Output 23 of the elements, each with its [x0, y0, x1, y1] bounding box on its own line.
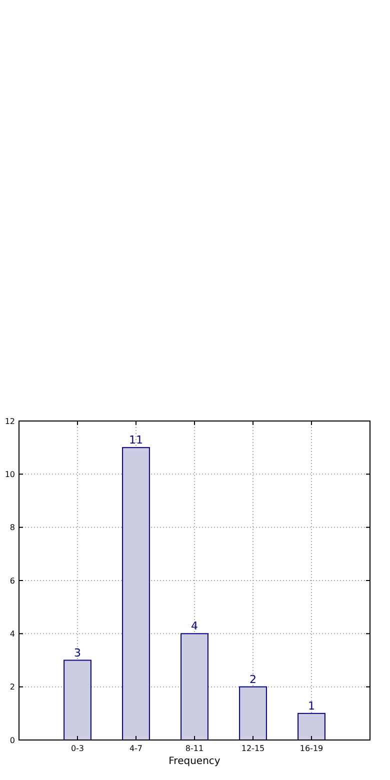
y-tick-label: 6: [10, 576, 15, 586]
data-label: 1: [308, 699, 315, 712]
x-tick-label: 0-3: [70, 744, 84, 753]
bar: [298, 712, 326, 740]
bar: [64, 660, 92, 740]
x-tick-label: 4-7: [129, 744, 143, 753]
bar: [239, 686, 267, 740]
bar: [122, 447, 150, 740]
x-tick-label: 12-15: [241, 744, 265, 753]
data-label: 11: [129, 434, 143, 447]
y-tick-label: 4: [10, 629, 15, 638]
y-tick-label: 12: [4, 416, 15, 426]
data-label: 3: [74, 646, 81, 660]
x-tick-label: 16-19: [300, 744, 324, 753]
y-tick-label: 0: [10, 736, 15, 745]
x-tick-label: 8-11: [185, 744, 204, 753]
bar: [180, 633, 208, 740]
data-label: 2: [250, 672, 256, 686]
x-axis-title: Frequency: [168, 756, 220, 767]
y-tick-label: 2: [10, 682, 15, 692]
data-label: 4: [191, 620, 198, 633]
y-tick-label: 10: [4, 470, 15, 479]
y-tick-label: 8: [10, 523, 15, 532]
